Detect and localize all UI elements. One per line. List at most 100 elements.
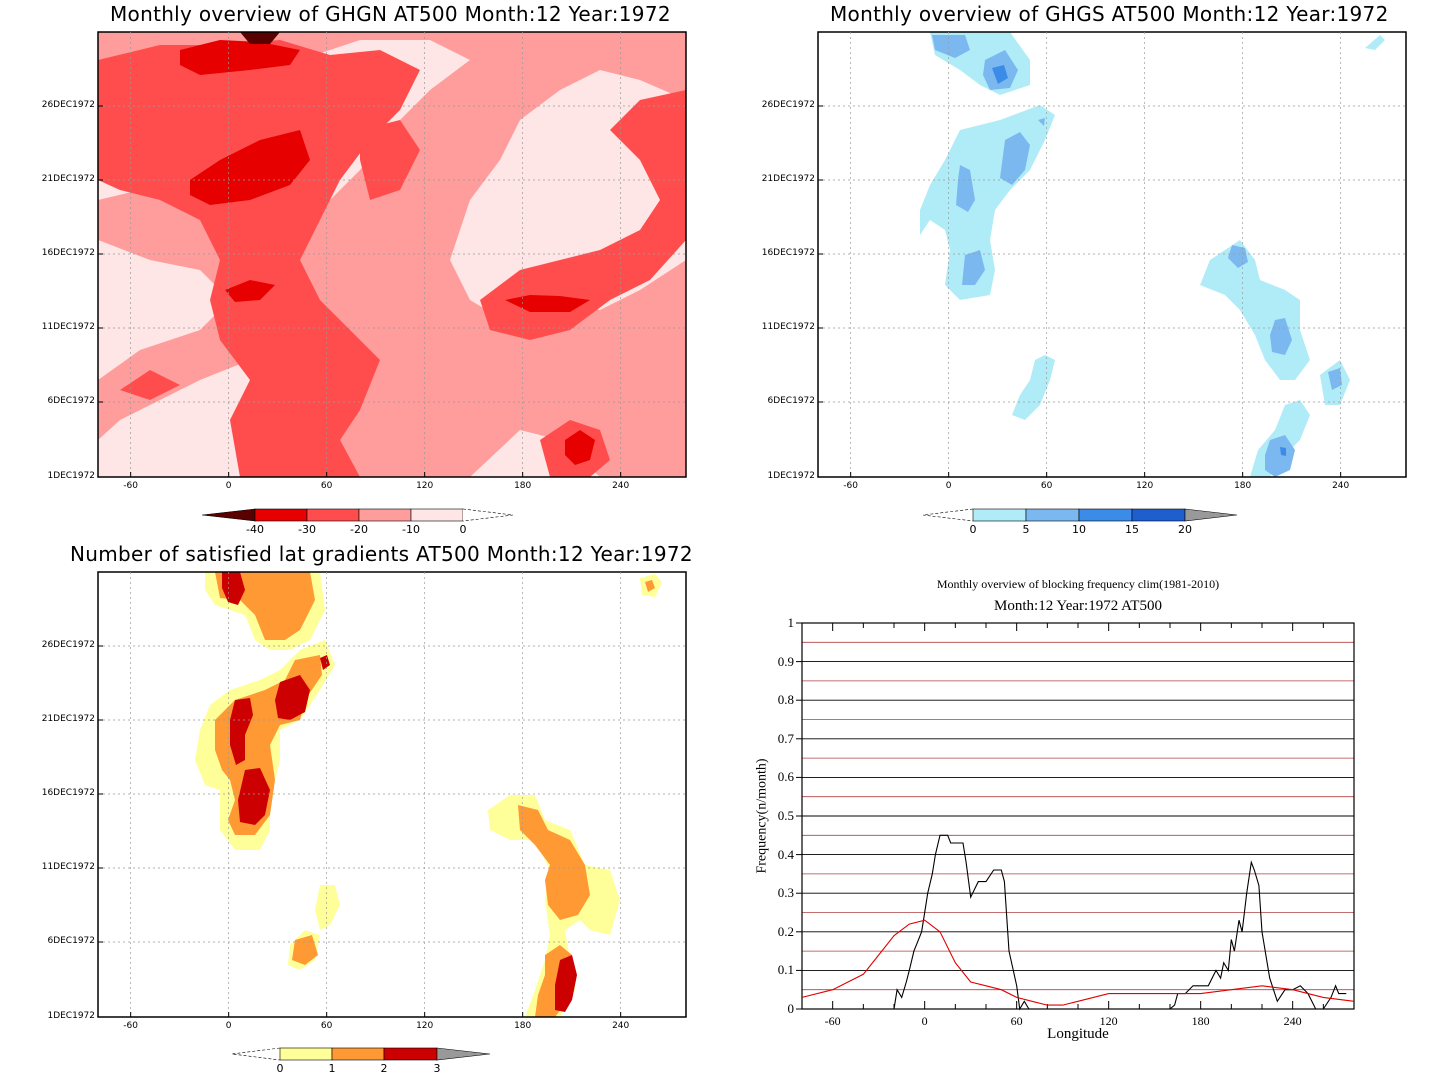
ghgn-cb-tip-left bbox=[201, 508, 256, 522]
colorbar-tick-label: -40 bbox=[246, 523, 264, 536]
chart-y-tick-label: 0.2 bbox=[777, 923, 794, 939]
map-y-tick-label: 11DEC1972 bbox=[761, 322, 815, 332]
ghgn-map bbox=[97, 31, 687, 478]
map-y-tick-label: 26DEC1972 bbox=[761, 100, 815, 110]
map-y-tick-label: 26DEC1972 bbox=[41, 640, 95, 650]
chart-y-tick-label: 1 bbox=[787, 615, 795, 630]
ghgn-cb-seg bbox=[306, 508, 360, 522]
latgrad-title: Number of satisfied lat gradients AT500 … bbox=[70, 542, 693, 566]
chart-x-tick-label: 60 bbox=[1010, 1014, 1023, 1028]
latgrad-cb-seg bbox=[279, 1047, 333, 1061]
map-x-tick-label: 60 bbox=[320, 1021, 333, 1031]
ghgn-cb-seg bbox=[254, 508, 308, 522]
latgrad-cb-seg bbox=[383, 1047, 438, 1061]
map-x-tick-label: 180 bbox=[514, 481, 532, 491]
ghgs-colorbar bbox=[922, 508, 1238, 522]
colorbar-tick-label: 0 bbox=[459, 523, 467, 536]
latgrad-cb-tip-left bbox=[231, 1047, 281, 1061]
ghgn-title: Monthly overview of GHGN AT500 Month:12 … bbox=[110, 2, 671, 26]
map-y-tick-label: 6DEC1972 bbox=[47, 936, 95, 946]
map-x-tick-label: 0 bbox=[945, 481, 952, 491]
map-x-tick-label: 240 bbox=[612, 481, 630, 491]
colorbar-tick-label: 0 bbox=[969, 523, 977, 536]
map-y-tick-label: 16DEC1972 bbox=[41, 788, 95, 798]
colorbar-tick-label: -10 bbox=[402, 523, 420, 536]
map-x-tick-label: 60 bbox=[1040, 481, 1053, 491]
map-y-tick-label: 26DEC1972 bbox=[41, 100, 95, 110]
map-x-tick-label: 0 bbox=[225, 1021, 232, 1031]
map-x-tick-label: 180 bbox=[1234, 481, 1252, 491]
ghgs-cb-seg bbox=[1025, 508, 1080, 522]
map-y-tick-label: 6DEC1972 bbox=[47, 396, 95, 406]
colorbar-tick-label: 3 bbox=[433, 1062, 441, 1075]
colorbar-tick-label: 15 bbox=[1125, 523, 1139, 536]
chart-y-tick-label: 0.3 bbox=[777, 885, 794, 901]
map-gridlines bbox=[98, 32, 1406, 1018]
colorbar-tick-label: 2 bbox=[380, 1062, 388, 1075]
map-y-tick-label: 6DEC1972 bbox=[767, 396, 815, 406]
chart-x-tick-label: 180 bbox=[1191, 1014, 1210, 1028]
ghgn-colorbar bbox=[201, 508, 514, 522]
map-y-tick-label: 11DEC1972 bbox=[41, 862, 95, 872]
map-x-tick-label: 60 bbox=[320, 481, 333, 491]
ghgn-level-40 bbox=[240, 32, 280, 44]
ghgs-cb-seg bbox=[1078, 508, 1133, 522]
latgrad-level-2 bbox=[215, 572, 655, 1017]
ghgs-level-0 bbox=[920, 32, 1385, 477]
map-x-tick-label: 240 bbox=[612, 1021, 630, 1031]
map-y-tick-label: 21DEC1972 bbox=[41, 714, 95, 724]
ghgn-level-10 bbox=[98, 32, 686, 477]
map-y-tick-label: 1DEC1972 bbox=[47, 471, 95, 481]
blocking-frequency-chart bbox=[796, 622, 1355, 1011]
colorbar-tick-label: 20 bbox=[1178, 523, 1192, 536]
ghgs-cb-seg bbox=[972, 508, 1027, 522]
map-y-tick-label: 16DEC1972 bbox=[761, 248, 815, 258]
map-x-tick-label: 120 bbox=[1136, 481, 1154, 491]
chart-subtitle: Month:12 Year:1972 AT500 bbox=[994, 598, 1162, 614]
colorbar-tick-label: 0 bbox=[276, 1062, 284, 1075]
ghgs-title: Monthly overview of GHGS AT500 Month:12 … bbox=[830, 2, 1389, 26]
chart-x-tick-label: -60 bbox=[824, 1014, 841, 1028]
map-x-tick-label: 120 bbox=[416, 481, 434, 491]
ghgs-cb-tip-right bbox=[1184, 508, 1238, 522]
chart-y-tick-label: 0.5 bbox=[777, 808, 794, 823]
series-blocking-frequency-line bbox=[893, 834, 1347, 1011]
latgrad-cb-seg bbox=[331, 1047, 385, 1061]
map-x-tick-label: -60 bbox=[123, 481, 139, 491]
ghgs-cb-tip-left bbox=[922, 508, 974, 522]
map-x-tick-label: -60 bbox=[843, 481, 859, 491]
map-x-tick-label: 240 bbox=[1332, 481, 1350, 491]
latgrad-cb-tip-right bbox=[436, 1047, 491, 1061]
chart-x-tick-label: 120 bbox=[1099, 1014, 1118, 1028]
ghgs-cb-seg bbox=[1131, 508, 1186, 522]
colorbar-tick-label: -20 bbox=[350, 523, 368, 536]
series-climatology-line bbox=[801, 919, 1355, 1006]
latgrad-colorbar bbox=[231, 1047, 491, 1061]
map-y-tick-label: 21DEC1972 bbox=[761, 174, 815, 184]
chart-title: Monthly overview of blocking frequency c… bbox=[936, 577, 1220, 591]
map-y-tick-label: 21DEC1972 bbox=[41, 174, 95, 184]
map-x-tick-label: 0 bbox=[225, 481, 232, 491]
colorbar-tick-label: 10 bbox=[1072, 523, 1086, 536]
chart-x-tick-label: 240 bbox=[1283, 1014, 1302, 1028]
chart-xlabel: Longitude bbox=[1047, 1026, 1109, 1042]
map-y-tick-label: 1DEC1972 bbox=[47, 1011, 95, 1021]
chart-y-tick-label: 0.4 bbox=[777, 846, 794, 862]
chart-y-tick-label: 0 bbox=[787, 1001, 795, 1016]
colorbar-tick-label: 5 bbox=[1022, 523, 1030, 536]
ghgn-level-30 bbox=[180, 40, 595, 465]
map-y-tick-label: 1DEC1972 bbox=[767, 471, 815, 481]
map-x-tick-label: 120 bbox=[416, 1021, 434, 1031]
colorbar-tick-label: 1 bbox=[328, 1062, 336, 1075]
chart-y-tick-label: 0.6 bbox=[777, 769, 794, 785]
ghgn-cb-seg bbox=[358, 508, 412, 522]
ghgn-cb-seg bbox=[410, 508, 464, 522]
chart-ylabel: Frequency(n/month) bbox=[754, 758, 770, 874]
chart-x-tick-label: 0 bbox=[921, 1014, 928, 1028]
colorbar-tick-label: -30 bbox=[298, 523, 316, 536]
map-y-tick-label: 16DEC1972 bbox=[41, 248, 95, 258]
map-x-tick-label: 180 bbox=[514, 1021, 532, 1031]
chart-y-tick-label: 0.1 bbox=[777, 962, 794, 978]
chart-y-tick-label: 0.7 bbox=[777, 730, 794, 746]
